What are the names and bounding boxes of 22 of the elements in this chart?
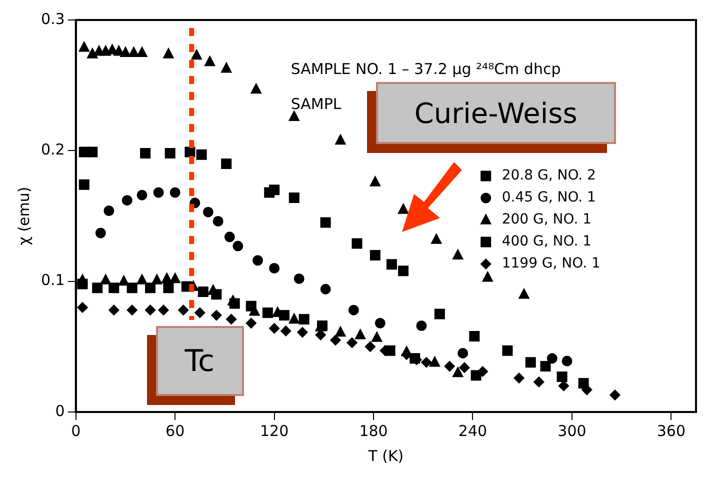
x-tick-label: 360 [656,422,686,440]
legend-label: 0.45 G, NO. 1 [502,190,596,206]
legend-label: 400 G, NO. 1 [502,234,592,250]
legend-label: 20.8 G, NO. 2 [502,168,596,184]
x-tick-label: 120 [260,422,289,440]
ref-line-label: Tc [156,326,244,396]
y-tick-label: 0.3 [40,10,65,28]
legend-label: 1199 G, NO. 1 [502,256,600,272]
legend-label: 200 G, NO. 1 [502,212,592,228]
x-tick-label: 180 [359,422,388,440]
x-tick-label: 0 [71,422,81,440]
y-axis-title: χ (emu) [14,186,33,246]
x-tick-label: 60 [166,422,185,440]
annotation: SAMPLE NO. 1 – 37.2 µg ²⁴⁸Cm dhcp [290,60,561,78]
y-tick-label: 0 [55,402,65,420]
x-tick-label: 240 [458,422,488,440]
x-tick-label: 300 [558,422,586,440]
annotation: SAMPL [290,94,342,113]
y-tick-label: 0.1 [40,271,65,290]
x-axis-title: T (K) [367,446,404,465]
annotation: Curie-Weiss [376,82,616,144]
y-tick-label: 0.2 [40,140,65,159]
